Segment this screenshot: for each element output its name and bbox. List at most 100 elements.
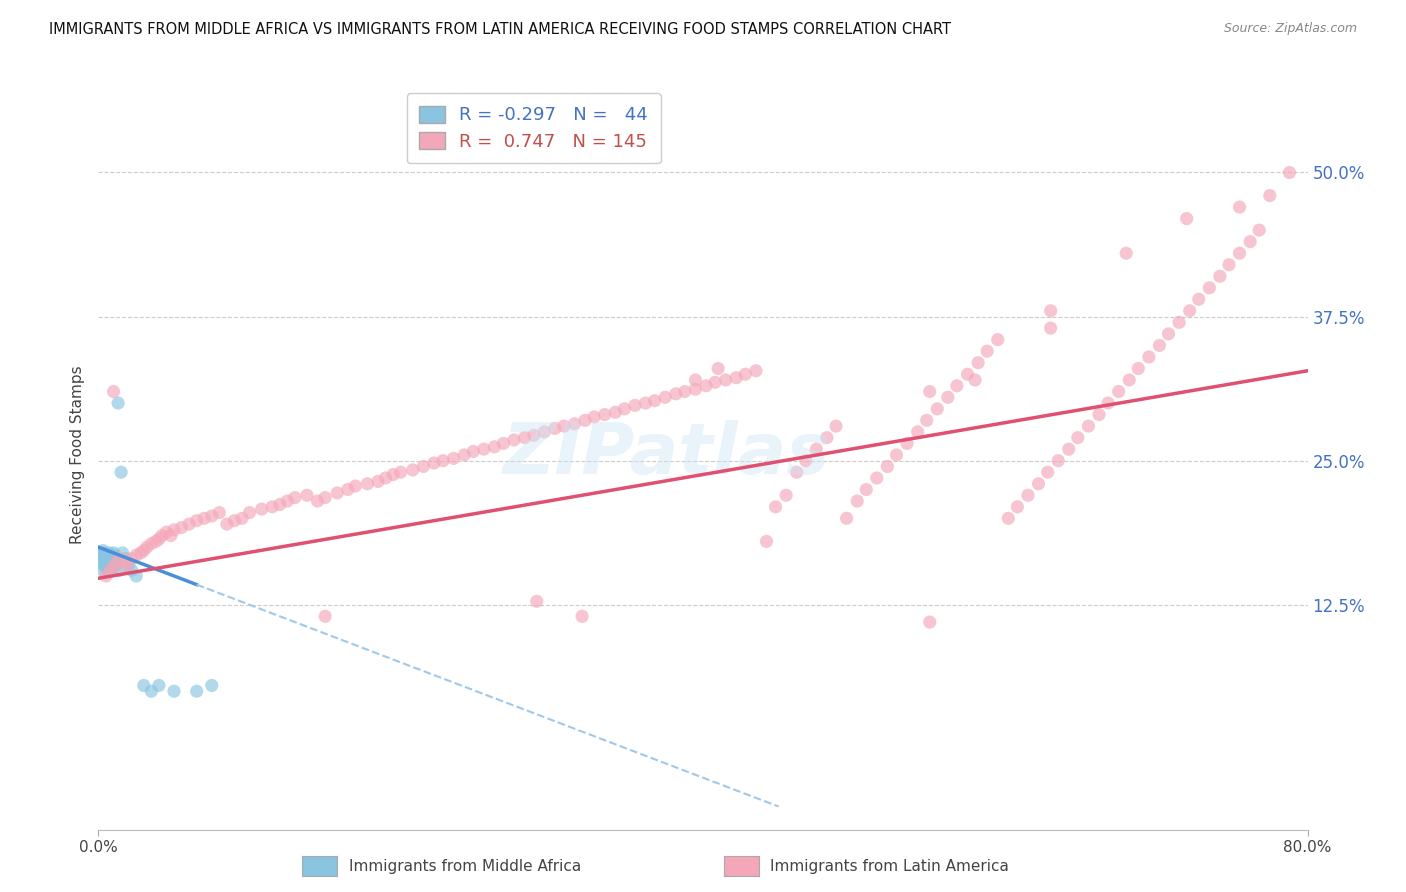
Point [484,440,506,454]
Point [118,558,141,572]
Point [685,373,707,387]
Text: Immigrants from Latin America: Immigrants from Latin America [770,859,1010,873]
Point [148,532,170,546]
Point [125,548,148,562]
Point [432,453,454,467]
Point [794,453,817,467]
Point [150,528,173,542]
Point [96,555,118,569]
Point [314,609,336,624]
Point [825,419,848,434]
Point [1278,165,1301,179]
Point [725,370,748,384]
Point [90,555,112,569]
Point [1039,321,1062,335]
Point [605,405,627,419]
Point [492,436,515,450]
Point [100,551,122,566]
Point [100,563,122,577]
Point [987,333,1010,347]
Point [132,543,155,558]
Point [104,551,127,566]
Legend: R = -0.297   N =   44, R =  0.747   N = 145: R = -0.297 N = 44, R = 0.747 N = 145 [406,93,661,163]
Point [886,448,908,462]
Point [103,384,125,399]
Point [533,425,555,439]
Point [564,417,586,431]
Point [1178,303,1201,318]
Point [896,436,918,450]
Point [876,459,898,474]
Point [704,376,727,390]
Point [1097,396,1119,410]
Point [103,546,125,560]
Point [967,356,990,370]
Point [93,554,115,568]
Point [105,555,128,569]
Point [224,514,246,528]
Point [1249,223,1271,237]
Point [526,594,548,608]
Point [93,546,115,560]
Point [163,684,186,698]
Point [186,684,208,698]
Point [344,479,367,493]
Point [94,558,117,572]
Point [170,520,193,534]
Point [215,517,238,532]
Point [835,511,858,525]
Point [110,465,132,479]
Point [239,506,262,520]
Point [121,551,143,566]
Point [1115,246,1137,260]
Point [125,569,148,583]
Point [96,548,118,562]
Point [423,456,446,470]
Point [307,494,329,508]
Point [145,534,167,549]
Point [775,488,797,502]
Point [231,511,253,525]
Point [997,511,1019,525]
Point [583,409,606,424]
Text: Immigrants from Middle Africa: Immigrants from Middle Africa [349,859,581,873]
Point [472,442,495,457]
Point [108,563,131,577]
Point [110,551,132,566]
Point [918,615,941,629]
Point [389,465,412,479]
Point [111,546,134,560]
Point [356,476,378,491]
Point [734,368,756,382]
Point [915,413,938,427]
Point [98,559,121,574]
Point [936,390,959,404]
Point [695,378,717,392]
Point [673,384,696,399]
Point [463,444,485,458]
Point [402,463,425,477]
Point [90,546,112,560]
Point [98,554,121,568]
Point [201,508,224,523]
Point [201,678,224,692]
Point [101,563,124,577]
Point [1017,488,1039,502]
Point [523,428,546,442]
Point [644,393,666,408]
Point [129,546,152,560]
Point [269,498,291,512]
Point [1108,384,1130,399]
Point [907,425,929,439]
Point [1047,453,1070,467]
Point [1229,200,1251,214]
Point [104,548,127,562]
Point [918,384,941,399]
Point [155,525,177,540]
Point [186,514,208,528]
Point [714,373,737,387]
Point [513,431,536,445]
Point [367,475,389,489]
Point [1209,269,1232,284]
Point [141,537,163,551]
